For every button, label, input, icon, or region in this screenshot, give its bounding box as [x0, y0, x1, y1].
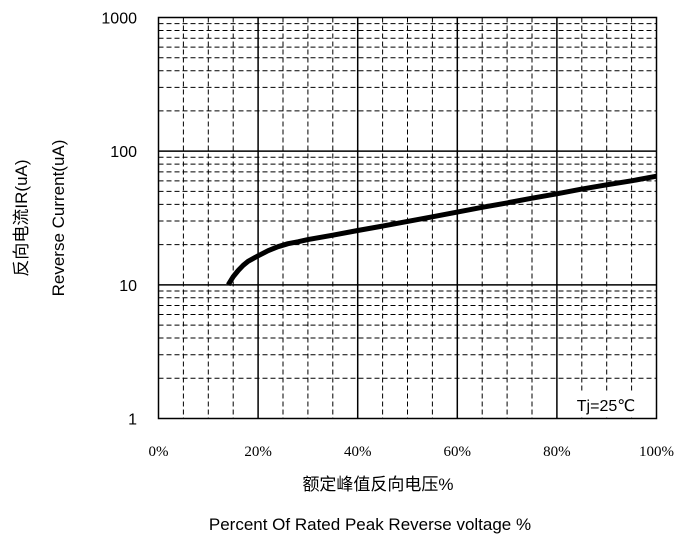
- x-tick-label: 20%: [244, 444, 272, 460]
- x-tick-label: 60%: [444, 444, 472, 460]
- series-layer: [226, 173, 657, 287]
- y-tick-label: 10: [119, 278, 137, 295]
- x-tick-label: 80%: [543, 444, 571, 460]
- x-axis-label-cn: 额定峰值反向电压%: [302, 475, 453, 494]
- x-tick-labels: 0% 20% 40% 60% 80% 100%: [149, 444, 675, 460]
- y-axis-label-en: Reverse Current(uA): [49, 140, 68, 297]
- x-axis-label-en: Percent Of Rated Peak Reverse voltage %: [209, 515, 531, 534]
- plot-area-frame: [157, 16, 658, 420]
- y-tick-label: 100: [110, 144, 137, 161]
- x-tick-label: 100%: [639, 444, 674, 460]
- y-tick-labels: 1 10 100 1000: [101, 11, 137, 429]
- annotation-text: Tj=25℃: [577, 398, 635, 415]
- grid: [158, 17, 657, 419]
- y-tick-label: 1: [128, 412, 137, 429]
- y-axis-label-cn: 反向电流IR(uA): [12, 159, 31, 276]
- x-tick-label: 0%: [149, 444, 169, 460]
- annotation-box: [563, 393, 654, 416]
- series-line-reverse-current: [226, 173, 657, 287]
- y-tick-label: 1000: [101, 11, 137, 28]
- x-tick-label: 40%: [344, 444, 372, 460]
